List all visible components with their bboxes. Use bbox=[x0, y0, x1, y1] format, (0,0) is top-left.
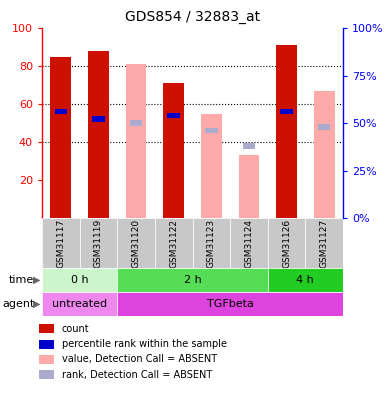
Text: GSM31126: GSM31126 bbox=[282, 218, 291, 268]
Bar bbox=[276, 45, 297, 218]
Text: rank, Detection Call = ABSENT: rank, Detection Call = ABSENT bbox=[62, 370, 212, 380]
Bar bbox=[163, 83, 184, 218]
Text: percentile rank within the sample: percentile rank within the sample bbox=[62, 339, 227, 349]
Bar bbox=[42, 292, 117, 316]
Bar bbox=[314, 91, 335, 218]
Bar bbox=[201, 113, 222, 218]
Bar bbox=[117, 292, 343, 316]
Bar bbox=[42, 218, 80, 268]
Bar bbox=[268, 218, 305, 268]
Bar bbox=[42, 268, 117, 292]
Text: agent: agent bbox=[2, 299, 34, 309]
Bar bbox=[117, 268, 268, 292]
Text: GSM31122: GSM31122 bbox=[169, 219, 178, 267]
Text: ▶: ▶ bbox=[33, 299, 40, 309]
Bar bbox=[117, 218, 155, 268]
Text: 4 h: 4 h bbox=[296, 275, 314, 285]
Bar bbox=[243, 143, 255, 149]
Bar bbox=[192, 218, 230, 268]
Bar bbox=[88, 51, 109, 218]
Bar bbox=[92, 116, 105, 122]
Bar bbox=[268, 268, 343, 292]
Bar bbox=[155, 218, 192, 268]
Text: ▶: ▶ bbox=[33, 275, 40, 285]
Bar bbox=[55, 109, 67, 115]
Bar bbox=[305, 218, 343, 268]
Bar bbox=[239, 155, 259, 218]
Text: GSM31119: GSM31119 bbox=[94, 218, 103, 268]
Text: 0 h: 0 h bbox=[71, 275, 89, 285]
Text: GSM31120: GSM31120 bbox=[132, 218, 141, 268]
Bar bbox=[167, 113, 180, 118]
Bar bbox=[230, 218, 268, 268]
Text: TGFbeta: TGFbeta bbox=[207, 299, 254, 309]
Bar bbox=[280, 109, 293, 115]
Text: GSM31127: GSM31127 bbox=[320, 218, 329, 268]
Bar bbox=[130, 120, 142, 126]
Text: GSM31117: GSM31117 bbox=[56, 218, 65, 268]
Text: untreated: untreated bbox=[52, 299, 107, 309]
Text: GSM31123: GSM31123 bbox=[207, 218, 216, 268]
Text: value, Detection Call = ABSENT: value, Detection Call = ABSENT bbox=[62, 354, 217, 364]
Bar bbox=[50, 57, 71, 218]
Text: 2 h: 2 h bbox=[184, 275, 201, 285]
Text: count: count bbox=[62, 324, 89, 334]
Bar bbox=[205, 128, 218, 134]
Text: GSM31124: GSM31124 bbox=[244, 219, 253, 267]
Text: time: time bbox=[9, 275, 34, 285]
Text: GDS854 / 32883_at: GDS854 / 32883_at bbox=[125, 10, 260, 24]
Bar bbox=[126, 64, 146, 218]
Bar bbox=[318, 124, 330, 130]
Bar bbox=[80, 218, 117, 268]
